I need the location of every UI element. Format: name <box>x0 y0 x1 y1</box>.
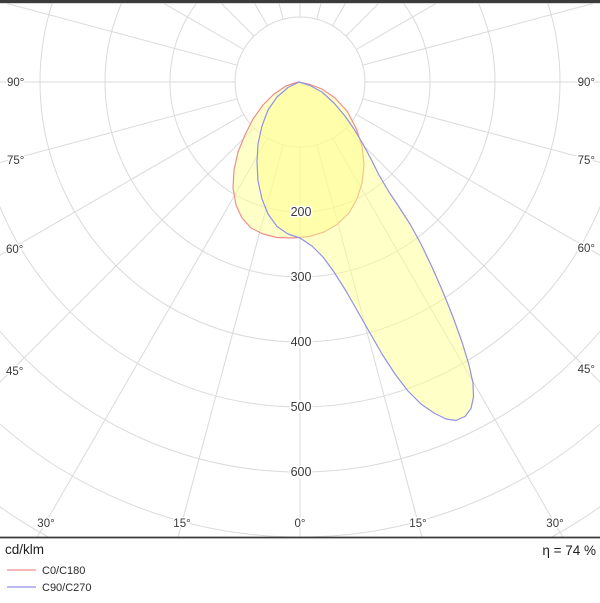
curve-c0-c180 <box>232 81 365 239</box>
curve-c90-c270 <box>256 81 475 422</box>
angle-label-right-90: 90° <box>578 77 595 89</box>
angle-label-bottom-30r: 30° <box>546 518 563 530</box>
angle-labels-bottom: 30° 15° 0° 15° 30° <box>36 517 565 532</box>
angle-label-right-75: 75° <box>578 155 595 167</box>
angle-label-left-90: 90° <box>7 77 24 89</box>
radial-label-400: 400 <box>291 335 312 349</box>
radial-label-300: 300 <box>291 270 312 284</box>
radial-value-labels: 200 300 400 500 600 <box>289 204 313 481</box>
intensity-curves <box>232 81 475 422</box>
angle-labels-right: 90° 75° 60° 45° <box>576 76 596 378</box>
unit-label: cd/klm <box>5 542 44 557</box>
angle-label-left-60: 60° <box>6 244 23 256</box>
radial-label-200: 200 <box>291 205 312 219</box>
angle-label-left-75: 75° <box>7 155 24 167</box>
radial-label-600: 600 <box>291 465 312 479</box>
angle-label-bottom-15l: 15° <box>173 518 190 530</box>
angle-label-left-45: 45° <box>6 366 23 378</box>
angle-labels-left: 90° 75° 60° 45° <box>5 76 26 380</box>
legend-label-c90-c270: C90/C270 <box>42 582 92 594</box>
angle-label-bottom-30l: 30° <box>37 518 54 530</box>
angle-label-right-60: 60° <box>578 243 595 255</box>
efficiency-label: η = 74 % <box>542 543 596 558</box>
radial-label-500: 500 <box>291 400 312 414</box>
angle-label-bottom-0: 0° <box>295 518 306 530</box>
angle-label-right-45: 45° <box>578 364 595 376</box>
legend: C0/C180 C90/C270 <box>7 565 92 594</box>
top-bar <box>0 0 600 4</box>
legend-label-c0-c180: C0/C180 <box>42 565 85 577</box>
angle-label-bottom-15r: 15° <box>409 518 426 530</box>
